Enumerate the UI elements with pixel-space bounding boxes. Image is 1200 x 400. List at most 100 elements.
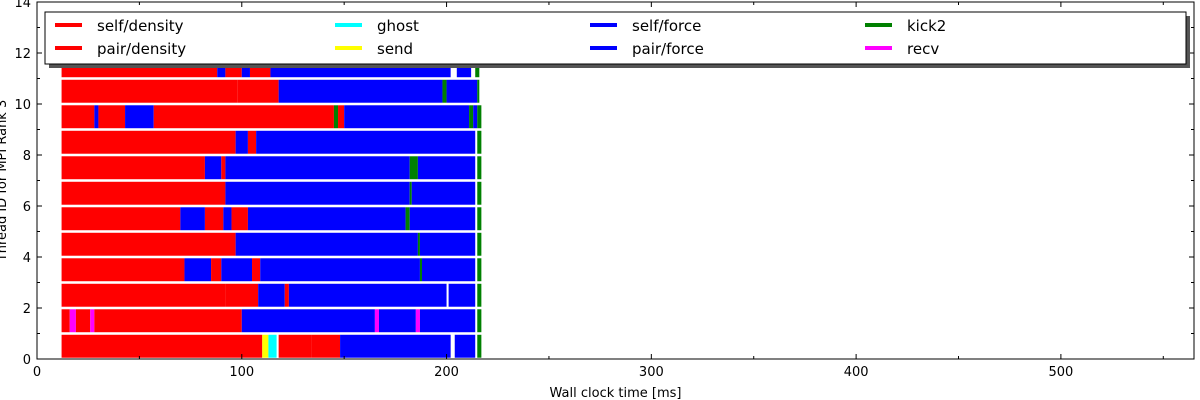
task-bar	[419, 232, 476, 256]
task-bar	[340, 334, 451, 358]
task-bar	[415, 309, 420, 333]
task-bar	[61, 207, 181, 231]
x-tick-label: 300	[639, 365, 664, 380]
task-bar	[61, 156, 205, 180]
task-bar	[258, 283, 285, 307]
task-bar	[260, 258, 420, 282]
task-bar	[442, 79, 447, 103]
task-bar	[477, 79, 480, 103]
task-bar	[477, 283, 482, 307]
axis-ticks: 0 100 200 300 400 500 0 2 4 6 8 10 12 14	[14, 0, 1194, 380]
task-bar	[278, 79, 443, 103]
task-bar	[311, 334, 341, 358]
y-tick-label: 2	[23, 302, 31, 317]
task-bar	[448, 283, 476, 307]
task-bar	[333, 105, 339, 129]
task-bar	[75, 309, 91, 333]
legend-label: pair/density	[97, 40, 186, 58]
y-tick-label: 12	[14, 47, 31, 62]
task-bar	[454, 334, 476, 358]
task-bar	[204, 156, 222, 180]
task-bar	[477, 309, 482, 333]
legend: self/density pair/density ghost send self/fo…	[44, 11, 1190, 68]
task-bar	[378, 309, 416, 333]
legend-label: kick2	[907, 17, 946, 35]
task-bar	[61, 258, 185, 282]
task-bar	[284, 283, 289, 307]
task-bar	[477, 258, 482, 282]
legend-label: send	[377, 40, 413, 58]
task-bar	[61, 232, 236, 256]
legend-label: self/density	[97, 17, 184, 35]
x-tick-label: 0	[33, 365, 41, 380]
task-bar	[61, 181, 226, 205]
task-bar	[125, 105, 154, 129]
task-bar	[61, 105, 95, 129]
x-tick-label: 100	[229, 365, 254, 380]
task-bar	[256, 130, 476, 154]
task-bar	[477, 334, 482, 358]
x-tick-label: 400	[844, 365, 869, 380]
task-bar	[94, 309, 242, 333]
x-tick-label: 200	[434, 365, 459, 380]
task-bar	[247, 130, 257, 154]
task-bar	[221, 258, 253, 282]
task-bar	[409, 181, 412, 205]
task-bar	[61, 130, 236, 154]
legend-label: ghost	[377, 17, 419, 35]
y-tick-label: 14	[14, 0, 31, 11]
task-bar	[405, 207, 410, 231]
task-bar	[225, 181, 410, 205]
legend-label: pair/force	[632, 40, 704, 58]
task-bar	[225, 283, 259, 307]
task-bar	[61, 309, 70, 333]
task-bar	[446, 79, 478, 103]
task-bar	[223, 207, 232, 231]
task-bar	[419, 258, 422, 282]
y-tick-label: 10	[14, 98, 31, 113]
task-bar	[237, 79, 279, 103]
task-bar	[477, 105, 482, 129]
task-bar	[421, 258, 476, 282]
task-bar	[262, 334, 269, 358]
task-bar	[477, 181, 482, 205]
task-bar	[94, 105, 99, 129]
task-bar	[241, 309, 375, 333]
task-bar	[61, 334, 263, 358]
task-bar	[477, 156, 482, 180]
y-tick-label: 6	[23, 200, 31, 215]
task-bar	[90, 309, 95, 333]
y-axis-label: Thread ID for MPI Rank 3	[0, 100, 10, 262]
task-bar	[288, 283, 447, 307]
task-bar	[204, 207, 224, 231]
task-bar	[61, 79, 238, 103]
task-bar	[409, 156, 418, 180]
task-bar	[473, 105, 478, 129]
task-bar	[417, 232, 420, 256]
task-bar	[225, 156, 410, 180]
task-bar	[184, 258, 212, 282]
task-bar	[231, 207, 248, 231]
task-bar	[469, 105, 474, 129]
legend-label: recv	[907, 40, 939, 58]
task-bar	[268, 334, 277, 358]
task-bar	[409, 207, 476, 231]
task-bar	[477, 130, 482, 154]
task-bar	[98, 105, 126, 129]
task-bar	[419, 309, 476, 333]
y-tick-label: 4	[23, 251, 31, 266]
task-bar	[278, 334, 312, 358]
task-bar	[477, 232, 482, 256]
task-bar	[338, 105, 345, 129]
task-bar	[211, 258, 222, 282]
task-bar	[153, 105, 334, 129]
x-axis-label: Wall clock time [ms]	[550, 386, 682, 400]
task-bar	[235, 130, 248, 154]
task-bar	[344, 105, 470, 129]
task-bar	[252, 258, 261, 282]
task-bar	[411, 181, 476, 205]
task-bar	[247, 207, 406, 231]
legend-label: self/force	[632, 17, 701, 35]
y-tick-label: 8	[23, 149, 31, 164]
